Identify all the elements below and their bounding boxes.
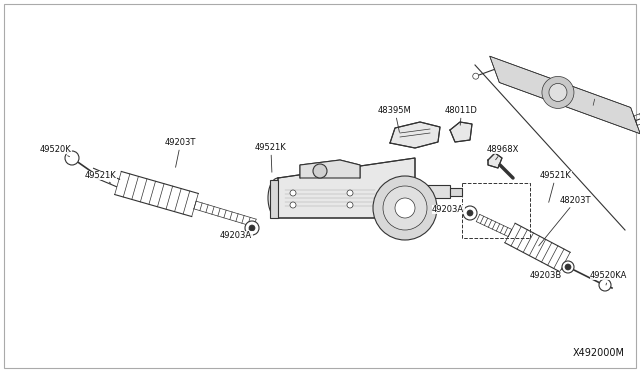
Polygon shape xyxy=(450,122,472,142)
Text: 49521K: 49521K xyxy=(255,143,287,172)
Circle shape xyxy=(65,151,79,165)
Circle shape xyxy=(373,176,437,240)
Text: 49004: 49004 xyxy=(0,371,1,372)
Polygon shape xyxy=(488,153,502,168)
Text: 49203A: 49203A xyxy=(220,229,252,240)
Circle shape xyxy=(463,206,477,220)
Circle shape xyxy=(383,186,427,230)
Circle shape xyxy=(562,261,574,273)
Circle shape xyxy=(549,83,567,102)
Circle shape xyxy=(313,164,327,178)
Circle shape xyxy=(245,221,259,235)
Text: 49520K: 49520K xyxy=(40,145,72,157)
Text: X492000M: X492000M xyxy=(573,348,625,358)
Circle shape xyxy=(395,198,415,218)
Circle shape xyxy=(565,264,571,270)
Circle shape xyxy=(347,202,353,208)
Circle shape xyxy=(347,190,353,196)
Polygon shape xyxy=(300,160,360,178)
Polygon shape xyxy=(450,188,462,196)
Polygon shape xyxy=(490,56,640,134)
Text: 49521K: 49521K xyxy=(540,171,572,202)
Circle shape xyxy=(249,225,255,231)
Text: 48203T: 48203T xyxy=(539,196,591,246)
Circle shape xyxy=(542,76,574,108)
Circle shape xyxy=(473,73,479,79)
Polygon shape xyxy=(390,122,440,148)
Circle shape xyxy=(467,210,473,216)
Text: 48011D: 48011D xyxy=(445,106,478,125)
Text: 49203B: 49203B xyxy=(530,269,563,280)
Polygon shape xyxy=(278,158,415,218)
Circle shape xyxy=(290,190,296,196)
Polygon shape xyxy=(415,185,450,198)
Text: 49203T: 49203T xyxy=(165,138,196,167)
Ellipse shape xyxy=(268,178,288,218)
Text: 49521K: 49521K xyxy=(85,171,116,183)
Text: 48968X: 48968X xyxy=(487,145,520,160)
Circle shape xyxy=(599,279,611,291)
Circle shape xyxy=(290,202,296,208)
Text: 49203A: 49203A xyxy=(432,205,464,214)
Polygon shape xyxy=(270,180,278,218)
Text: 49520KA: 49520KA xyxy=(590,271,627,285)
Text: 48395M: 48395M xyxy=(378,106,412,132)
